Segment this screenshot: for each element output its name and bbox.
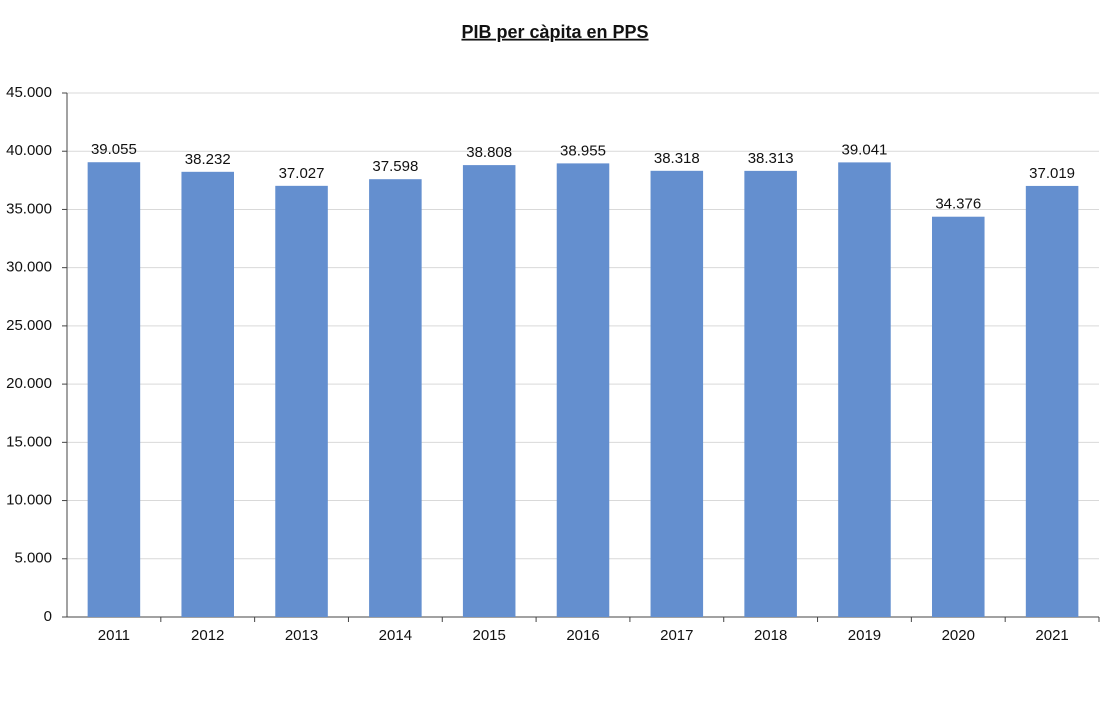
bar [650,170,704,618]
y-tick-label: 35.000 [6,200,52,217]
value-label: 39.041 [842,141,888,158]
bar [87,162,141,617]
bar [1025,185,1079,617]
bar [838,162,891,617]
chart-title: PIB per càpita en PPS [461,22,648,42]
y-tick-label: 0 [44,608,52,625]
bar [462,165,516,617]
y-tick-label: 15.000 [6,433,52,450]
bar [369,179,422,617]
y-tick-label: 45.000 [6,84,52,101]
value-label: 38.232 [185,151,231,168]
bar [181,171,234,617]
y-tick-label: 25.000 [6,317,52,334]
value-label: 38.318 [654,150,700,167]
y-tick-label: 10.000 [6,492,52,509]
y-tick-label: 30.000 [6,259,52,276]
x-tick-label: 2017 [660,627,693,644]
x-tick-label: 2016 [566,627,599,644]
value-label: 38.313 [748,150,794,167]
x-tick-label: 2021 [1035,627,1068,644]
x-tick-label: 2014 [379,627,412,644]
value-label: 37.019 [1029,165,1075,182]
bar [744,170,797,617]
y-tick-label: 5.000 [14,550,52,567]
x-tick-label: 2019 [848,627,881,644]
value-label: 37.598 [372,158,418,175]
x-tick-label: 2018 [754,627,787,644]
x-tick-label: 2012 [191,627,224,644]
value-label: 37.027 [279,165,325,182]
y-tick-label: 20.000 [6,375,52,392]
value-label: 34.376 [935,196,981,213]
value-label: 39.055 [91,141,137,158]
bar [275,185,328,617]
bar [556,163,610,617]
y-tick-label: 40.000 [6,142,52,159]
x-tick-label: 2013 [285,627,318,644]
x-tick-label: 2015 [472,627,505,644]
x-tick-label: 2011 [98,627,130,644]
value-label: 38.955 [560,142,606,159]
bar [932,216,985,617]
x-tick-label: 2020 [942,627,975,644]
value-label: 38.808 [466,144,512,161]
